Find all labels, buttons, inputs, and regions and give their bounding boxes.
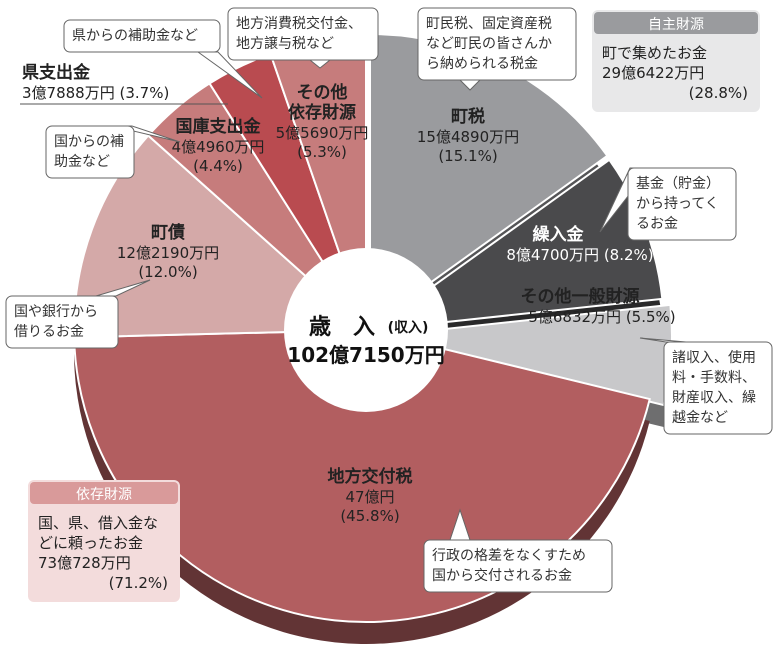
group-line-jishu: 町で集めたお金 [602,44,707,62]
callout-line-ippan: 越金など [672,410,728,426]
group-line-izon_zaigen: (71.2%) [109,574,168,592]
callout-line-kokko: 助金など [54,154,110,170]
callout-line-kurikomi: るお金 [636,216,678,232]
slice-name-line1-izon: その他 [297,82,348,103]
callout-line-choze: など町民の皆さんか [426,36,552,52]
callout-box-ippan [663,341,773,435]
group-head-izon_zaigen [30,482,178,504]
callout-line-kurikomi: 基金（貯金） [636,175,720,192]
callout-box-kofu [423,539,613,593]
callout-line-ippan: 諸収入、使用 [672,349,756,366]
slice-percent-kofu: (45.8%) [340,507,399,525]
group-line-izon_zaigen: 73億728万円 [38,554,131,572]
slice-name-chosai: 町債 [151,222,185,243]
slice-name-ippan: その他一般財源 [521,286,640,307]
slice-name-choze: 町税 [451,106,485,127]
group-title-izon_zaigen: 依存財源 [76,487,132,503]
slice-name-kofu: 地方交付税 [328,466,413,487]
pie-center: 歳 入 (収入) 102億7150万円 [284,248,448,412]
callout-box-kenshi [63,19,221,53]
group-title-jishu: 自主財源 [648,17,704,33]
callout-line-chosai: 借りるお金 [14,324,84,340]
group-line-izon_zaigen: どに頼ったお金 [38,534,143,552]
slice-amount-chosai: 12億2190万円 [117,244,219,262]
slice-amount-kenshi: 3億7888万円 (3.7%) [22,84,169,102]
callout-line-chosai: 国や銀行から [14,304,98,320]
callout-box-kokko [45,125,135,179]
group-line-jishu: (28.8%) [689,84,748,102]
callout-kenshi: 県からの補助金など [63,19,263,99]
callout-line-izon: 地方譲与税など [236,36,334,52]
slice-name-line2-izon: 依存財源 [288,102,356,123]
callout-izon: 地方消費税交付金、地方譲与税など [227,7,379,69]
group-head-jishu [594,12,758,34]
slice-amount-ippan: 5億6832万円 (5.5%) [528,308,675,326]
callout-line-kofu: 行政の格差をなくすため [432,548,586,564]
slice-name-kenshi: 県支出金 [22,62,91,83]
callout-box-kurikomi [627,167,737,241]
callout-box-chosai [5,295,119,349]
slice-amount-choze: 15億4890万円 [417,128,519,146]
group-body-izon_zaigen [28,480,180,602]
slice-percent-chosai: (12.0%) [138,263,197,281]
slice-name-kurikomi: 繰入金 [533,224,585,245]
callout-box-izon [227,7,379,61]
center-title: 歳 入 [309,315,375,340]
group-line-jishu: 29億6422万円 [602,64,704,82]
slice-amount-izon: 5億5690万円 [276,124,369,142]
callout-line-kenshi: 県からの補助金など [72,28,198,44]
group-body-jishu [592,10,760,112]
callout-line-kurikomi: から持ってく [636,196,719,212]
slice-name-kokko: 国庫支出金 [176,116,262,137]
group-line-izon_zaigen: 国、県、借入金な [38,514,158,532]
center-circle [284,248,448,412]
center-title-sub: (収入) [388,319,429,336]
callout-line-kofu: 国から交付されるお金 [432,567,572,584]
slice-percent-izon: (5.3%) [297,143,347,161]
center-total: 102億7150万円 [287,343,444,367]
pie-slices [73,32,673,623]
slice-amount-kurikomi: 8億4700万円 (8.2%) [506,246,653,264]
slice-amount-kokko: 4億4960万円 [172,138,265,156]
slice-amount-kofu: 47億円 [345,488,394,506]
slice-percent-kokko: (4.4%) [193,157,243,175]
callout-line-choze: ら納められる税金 [426,56,538,72]
callout-line-izon: 地方消費税交付金、 [236,15,362,32]
slice-percent-choze: (15.1%) [438,147,497,165]
callout-box-choze [417,7,577,81]
callout-line-choze: 町民税、固定資産税 [426,16,552,32]
callout-line-kokko: 国からの補 [54,134,124,150]
callout-line-ippan: 財産収入、繰 [672,390,756,406]
callout-line-ippan: 料・手数料、 [672,370,756,386]
